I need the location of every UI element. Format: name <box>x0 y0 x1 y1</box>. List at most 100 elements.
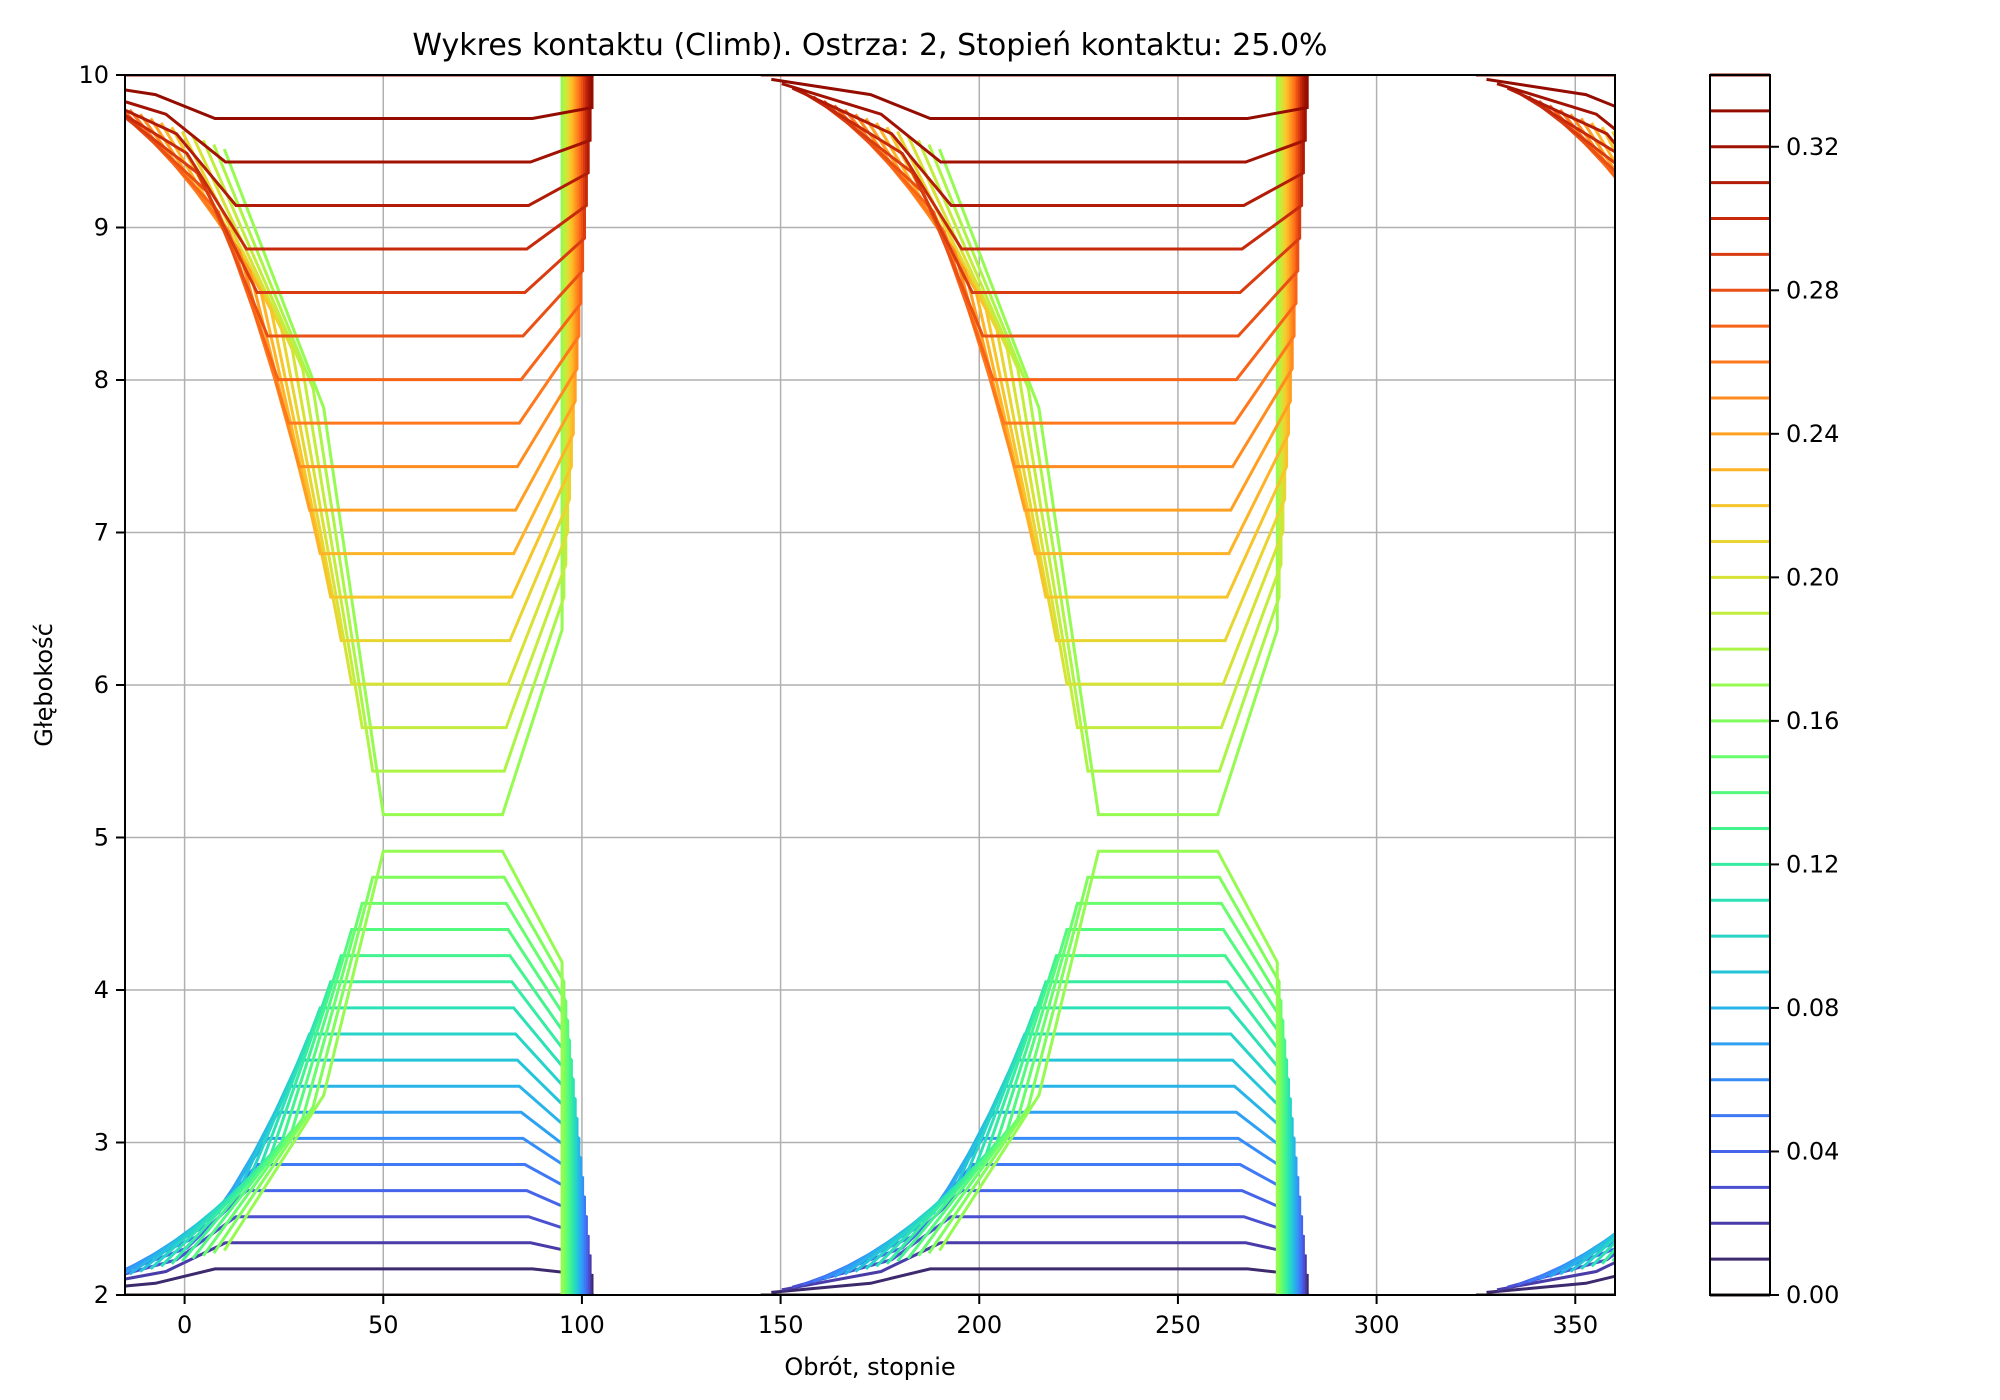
contour-line <box>1655 851 1993 1295</box>
contour-line <box>1559 1231 1615 1276</box>
plot-area <box>124 74 1998 1296</box>
contour-line <box>125 1189 588 1295</box>
y-axis-label: Głębokość <box>30 623 58 747</box>
contour-line <box>202 901 568 1295</box>
contour-line <box>1558 108 1615 180</box>
contour-line <box>1486 77 1615 108</box>
colorbar-tick-label: 0.24 <box>1786 420 1839 448</box>
contour-line <box>791 1215 1305 1295</box>
colorbar: 0.00 0.04 0.08 0.12 0.16 0.20 0.24 0.28 0.32 <box>1709 73 1839 1309</box>
chart-title: Wykres kontaktu (Climb). Ostrza: 2, Stop… <box>412 28 1327 63</box>
contour-line <box>125 1241 592 1295</box>
x-tick-label: 50 <box>368 1311 399 1339</box>
contour-line <box>125 75 592 164</box>
colorbar-level-lines <box>1710 73 1770 1297</box>
contour-line <box>125 75 586 294</box>
contour-line <box>1517 1247 1615 1287</box>
contour-line <box>781 75 1307 164</box>
y-tick-label: 6 <box>94 671 109 699</box>
y-tick-label: 3 <box>94 1129 109 1157</box>
contour-line <box>1623 75 1998 684</box>
x-tick-label: 300 <box>1354 1311 1400 1339</box>
y-axis-ticks: 2 3 4 5 6 7 8 9 10 <box>78 61 125 1309</box>
x-tick-label: 100 <box>559 1311 605 1339</box>
contour-line <box>938 75 1279 817</box>
contour-line <box>191 75 570 686</box>
contour-line <box>771 75 1309 120</box>
contour-line <box>802 1189 1304 1295</box>
x-tick-label: 0 <box>177 1311 192 1339</box>
colorbar-tick-label: 0.20 <box>1786 563 1839 591</box>
y-tick-label: 9 <box>94 214 109 242</box>
contour-line <box>191 928 570 1295</box>
contour-line <box>125 75 583 382</box>
contour-line <box>812 1163 1302 1295</box>
contour-line <box>1507 1252 1615 1289</box>
x-tick-label: 350 <box>1552 1311 1598 1339</box>
contour-line <box>1527 1240 1615 1284</box>
contour-line <box>222 75 564 817</box>
y-tick-label: 8 <box>94 366 109 394</box>
contour-line <box>917 75 1283 730</box>
x-axis-ticks: 0 50 100 150 200 250 300 350 <box>177 1295 1598 1339</box>
colorbar-ticks: 0.00 0.04 0.08 0.12 0.16 0.20 0.24 0.28 0.32 <box>1770 133 1839 1309</box>
contour-line <box>125 1215 590 1295</box>
colorbar-tick-label: 0.04 <box>1786 1137 1839 1165</box>
contour-line <box>1527 95 1615 165</box>
contour-line <box>1496 82 1615 132</box>
colorbar-frame <box>1709 74 1771 1296</box>
colorbar-tick-label: 0.28 <box>1786 276 1839 304</box>
colorbar-tick-label: 0.16 <box>1786 707 1839 735</box>
y-tick-label: 7 <box>94 519 109 547</box>
contour-line <box>771 1267 1309 1295</box>
contour-line <box>906 928 1285 1295</box>
colorbar-tick-label: 0.32 <box>1786 133 1839 161</box>
contour-line <box>125 1163 586 1295</box>
y-tick-label: 10 <box>78 61 109 89</box>
contour-line <box>906 75 1285 686</box>
contour-lines <box>125 75 1998 1296</box>
contour-line <box>1548 1232 1615 1278</box>
colorbar-tick-label: 0.00 <box>1786 1281 1839 1309</box>
contour-line <box>125 1267 594 1295</box>
contour-line <box>1486 1274 1615 1294</box>
contour-line <box>1623 930 1998 1296</box>
contour-line <box>1496 1260 1615 1292</box>
contour-line <box>802 75 1304 251</box>
contour-line <box>125 75 594 120</box>
contour-line <box>1506 86 1615 146</box>
contour-line <box>896 954 1287 1295</box>
colorbar-tick-label: 0.08 <box>1786 994 1839 1022</box>
contour-line <box>1644 877 1994 1295</box>
contour-line <box>843 75 1296 425</box>
contour-line <box>181 954 571 1295</box>
x-axis-label: Obrót, stopnie <box>784 1353 955 1381</box>
contour-line <box>125 75 588 251</box>
contour-line <box>791 75 1305 207</box>
contour-line <box>1548 104 1615 178</box>
contour-line <box>170 980 573 1295</box>
contour-line <box>885 980 1289 1295</box>
x-tick-label: 200 <box>956 1311 1002 1339</box>
contour-line <box>1634 903 1997 1295</box>
colorbar-tick-label: 0.12 <box>1786 850 1839 878</box>
contour-line <box>128 75 581 425</box>
y-tick-label: 5 <box>94 824 109 852</box>
contour-line <box>927 875 1281 1295</box>
contour-line <box>223 849 564 1295</box>
contour-line <box>201 75 568 730</box>
contour-line <box>212 875 566 1295</box>
contour-line <box>833 75 1298 382</box>
contour-line <box>781 1241 1307 1295</box>
contour-line <box>1517 91 1615 154</box>
contour-line <box>917 901 1283 1295</box>
x-tick-label: 150 <box>758 1311 804 1339</box>
y-tick-label: 4 <box>94 976 109 1004</box>
contour-line <box>812 75 1302 294</box>
contour-line <box>1634 75 1997 728</box>
x-tick-label: 250 <box>1155 1311 1201 1339</box>
y-tick-label: 2 <box>94 1281 109 1309</box>
contour-line <box>125 75 590 207</box>
contour-line <box>1569 1232 1615 1273</box>
